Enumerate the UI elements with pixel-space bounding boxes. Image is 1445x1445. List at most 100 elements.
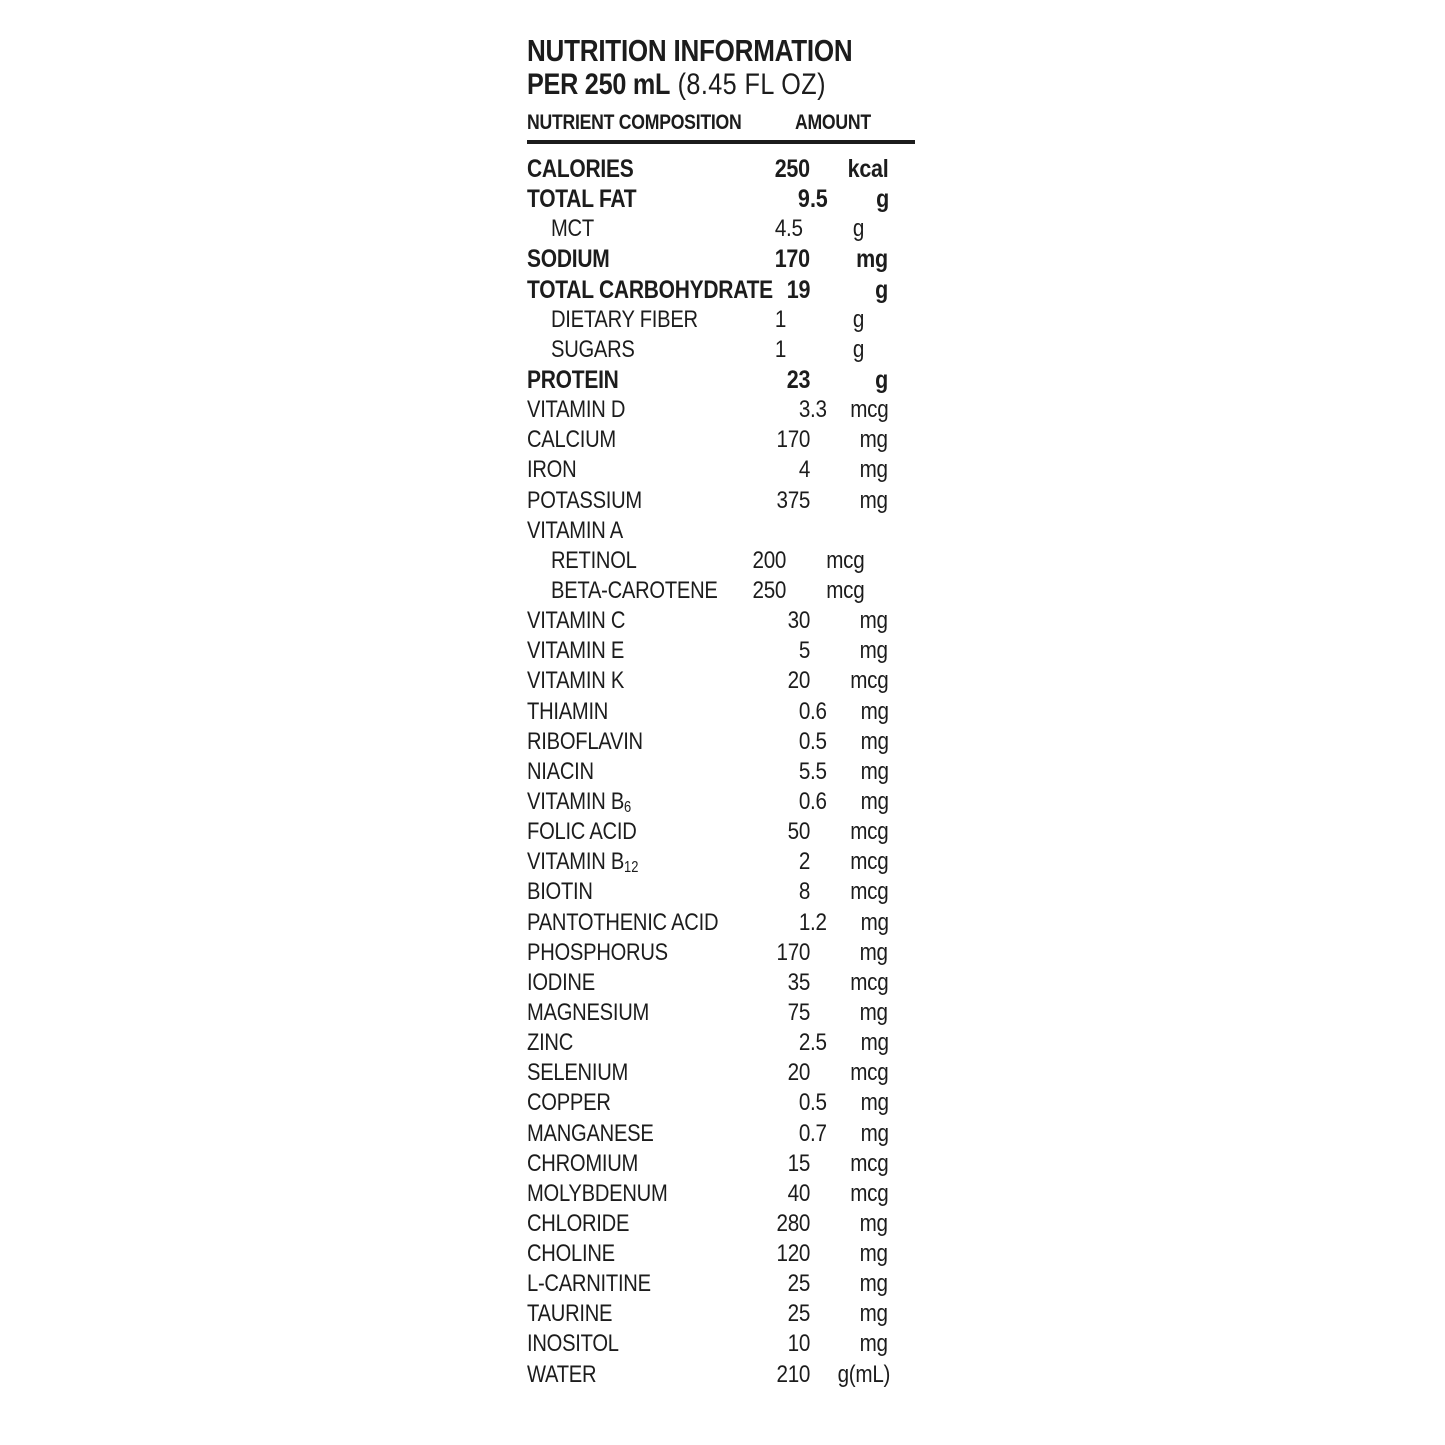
amount-value: 0: [798, 697, 810, 725]
amount-unit: mg: [860, 1119, 889, 1147]
amount-value: 375: [776, 486, 810, 514]
nutrient-name-cell: TOTAL FAT: [527, 184, 762, 218]
nutrient-label: CALORIES: [527, 155, 634, 183]
amount-decimal-cell: .2: [810, 908, 829, 938]
nutrient-label: RIBOFLAVIN: [527, 727, 643, 755]
nutrient-label: SODIUM: [527, 245, 610, 274]
nutrient-label: PANTOTHENIC ACID: [527, 908, 719, 936]
amount-value: 2: [798, 1029, 810, 1057]
nutrient-name-cell: WATER: [527, 1360, 762, 1393]
amount-unit-cell: kcal: [829, 154, 888, 184]
nutrient-name-cell: SELENIUM: [527, 1058, 762, 1091]
amount-unit: mg: [859, 456, 888, 484]
table-row: RETINOL 200 mcg: [527, 546, 915, 576]
amount-value: 40: [787, 1179, 811, 1207]
amount-unit: mg: [856, 245, 888, 274]
amount-unit-cell: mcg: [805, 546, 864, 576]
amount-value-cell: 0: [762, 787, 810, 817]
amount-unit-cell: mcg: [805, 576, 864, 606]
amount-unit-cell: mcg: [829, 877, 888, 907]
amount-value: 4: [798, 456, 810, 484]
amount-decimal-cell: [810, 877, 829, 907]
amount-value-cell: 75: [762, 998, 811, 1028]
amount-unit-cell: mcg: [829, 395, 888, 425]
amount-decimal-cell: [810, 1149, 829, 1179]
nutrient-name-cell: FOLIC ACID: [527, 817, 762, 850]
amount-decimal-cell: [810, 1299, 829, 1329]
amount-decimal-cell: [810, 1329, 829, 1359]
nutrient-name-cell: THIAMIN: [527, 697, 762, 730]
amount-unit: mcg: [849, 968, 888, 996]
serving-size-bold: PER 250 mL: [527, 68, 671, 101]
amount-decimal: .5: [810, 1029, 827, 1057]
amount-unit-cell: mg: [829, 938, 888, 968]
amount-decimal-cell: [810, 998, 829, 1028]
table-row: BETA-CAROTENE 250 mcg: [527, 576, 915, 606]
nutrient-label: MCT: [551, 215, 594, 243]
amount-unit-cell: g: [805, 335, 864, 365]
amount-value-cell: 2: [762, 1028, 810, 1058]
amount-unit-cell: g: [830, 184, 889, 214]
amount-decimal-cell: [810, 847, 829, 877]
table-row: TOTAL FAT 9 .5 g: [527, 184, 915, 214]
nutrient-name-cell: NIACIN: [527, 757, 762, 790]
column-header-amount: AMOUNT: [795, 111, 871, 134]
amount-value-cell: 1: [738, 305, 786, 335]
nutrient-name-cell: MANGANESE: [527, 1119, 762, 1152]
nutrient-label: BIOTIN: [527, 878, 593, 906]
amount-unit-cell: mg: [829, 998, 888, 1028]
amount-unit: mg: [859, 426, 888, 454]
nutrient-label: VITAMIN C: [527, 607, 626, 635]
amount-decimal-cell: .5: [810, 757, 829, 787]
amount-decimal-cell: [810, 606, 829, 636]
amount-unit-cell: mg: [829, 425, 888, 455]
amount-unit-cell: g: [829, 365, 888, 395]
nutrient-label-subscript: 12: [624, 858, 639, 876]
nutrient-name-cell: BETA-CAROTENE: [527, 576, 738, 609]
amount-value: 4: [774, 215, 786, 243]
table-row: PANTOTHENIC ACID 1 .2 mg: [527, 908, 915, 938]
nutrition-panel: NUTRITION INFORMATION PER 250 mL (8.45 F…: [527, 34, 915, 1390]
nutrient-label: COPPER: [527, 1089, 611, 1117]
table-row: CHOLINE 120 mg: [527, 1239, 915, 1269]
nutrient-label: NIACIN: [527, 757, 594, 785]
amount-decimal-cell: [810, 938, 829, 968]
amount-decimal: .5: [810, 185, 828, 214]
table-row: RIBOFLAVIN 0 .5 mg: [527, 727, 915, 757]
amount-value: 0: [798, 727, 810, 755]
amount-decimal-cell: .5: [810, 184, 830, 214]
amount-decimal-cell: [810, 365, 829, 395]
amount-decimal-cell: .5: [786, 214, 805, 244]
amount-unit: mg: [860, 787, 889, 815]
amount-unit-cell: mcg: [829, 666, 888, 696]
amount-decimal-cell: [810, 666, 829, 696]
table-row: PHOSPHORUS 170 mg: [527, 938, 915, 968]
table-row: WATER 210 g(mL): [527, 1360, 915, 1390]
amount-unit: mg: [860, 1029, 889, 1057]
table-row: PROTEIN 23 g: [527, 365, 915, 395]
amount-decimal-cell: [810, 1179, 829, 1209]
amount-unit-cell: mg: [829, 727, 888, 757]
amount-value: 0: [798, 787, 810, 815]
table-row: MAGNESIUM 75 mg: [527, 998, 915, 1028]
amount-decimal-cell: [810, 425, 829, 455]
nutrient-name-cell: VITAMIN K: [527, 666, 762, 699]
nutrient-label: VITAMIN B: [527, 787, 625, 815]
amount-unit: g(mL): [837, 1360, 891, 1388]
nutrient-label: PROTEIN: [527, 365, 619, 394]
panel-title-text: NUTRITION INFORMATION: [527, 33, 853, 68]
amount-value-cell: 30: [762, 606, 811, 636]
nutrient-label: POTASSIUM: [527, 486, 642, 514]
amount-value-cell: 5: [762, 636, 810, 666]
amount-value-cell: 0: [762, 727, 810, 757]
nutrient-label: CHLORIDE: [527, 1209, 630, 1237]
amount-value-cell: 50: [762, 817, 811, 847]
amount-unit-cell: g: [805, 305, 864, 335]
nutrient-name-cell: TOTAL CARBOHYDRATE: [527, 275, 773, 309]
table-row: VITAMIN E 5 mg: [527, 636, 915, 666]
nutrient-name-cell: CALCIUM: [527, 425, 762, 458]
amount-value-cell: 25: [762, 1269, 811, 1299]
amount-decimal-cell: [786, 335, 805, 365]
amount-decimal-cell: .7: [810, 1119, 829, 1149]
amount-value-cell: 25: [762, 1299, 811, 1329]
